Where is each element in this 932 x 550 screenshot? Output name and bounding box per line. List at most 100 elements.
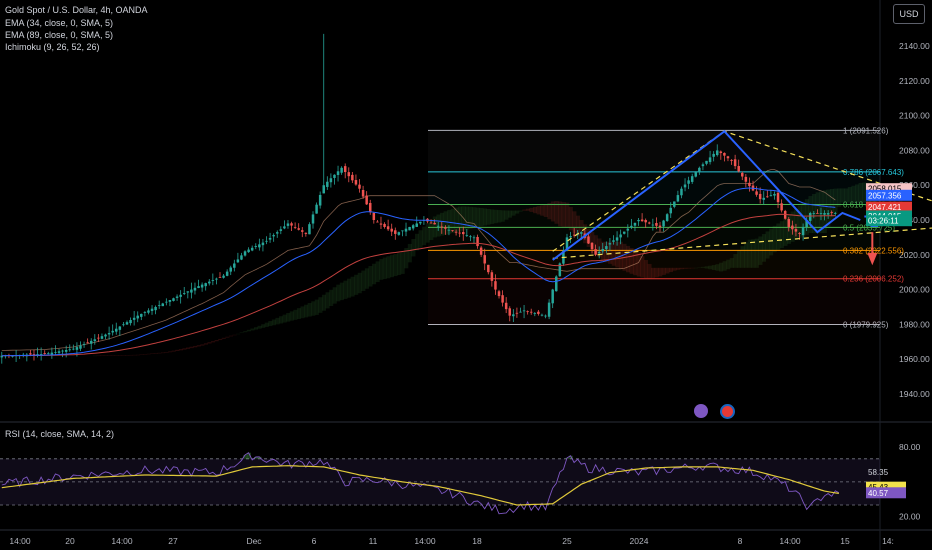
cloud-segment xyxy=(661,267,666,275)
cloud-segment xyxy=(772,225,777,253)
cloud-segment xyxy=(143,354,148,355)
candle-body xyxy=(304,232,308,234)
candle-body xyxy=(419,221,422,224)
cloud-segment xyxy=(414,233,420,251)
candle-body xyxy=(150,308,154,311)
event-icon-lightning[interactable] xyxy=(694,404,708,418)
cloud-segment xyxy=(103,355,108,356)
candle-body xyxy=(454,231,458,233)
candle-body xyxy=(86,342,89,344)
candle-body xyxy=(494,281,497,290)
candle-body xyxy=(565,237,569,251)
cloud-segment xyxy=(400,251,405,274)
cloud-segment xyxy=(368,266,373,287)
x-tick-label: 14: xyxy=(882,536,894,546)
cloud-segment xyxy=(203,343,208,345)
candle-body xyxy=(723,152,726,156)
candle-body xyxy=(504,302,508,310)
candle-body xyxy=(115,328,118,332)
cloud-segment xyxy=(482,208,488,226)
cloud-segment xyxy=(361,270,366,291)
cloud-segment xyxy=(411,238,416,257)
candle-body xyxy=(225,271,229,276)
candle-body xyxy=(451,230,454,232)
cloud-segment xyxy=(407,243,412,263)
cloud-segment xyxy=(701,266,706,268)
cloud-segment xyxy=(379,259,384,280)
candle-body xyxy=(301,230,304,232)
cloud-segment xyxy=(672,267,677,271)
candle-body xyxy=(315,204,318,214)
cloud-segment xyxy=(851,185,856,203)
candle-body xyxy=(265,240,268,242)
candle-body xyxy=(43,353,46,354)
event-icon-us-flag[interactable] xyxy=(720,404,735,419)
cloud-segment xyxy=(393,253,398,277)
candle-body xyxy=(168,300,172,302)
candle-body xyxy=(669,207,672,214)
cloud-segment xyxy=(236,333,241,335)
ema34-line xyxy=(1,187,836,357)
cloud-segment xyxy=(533,206,538,214)
candle-body xyxy=(658,225,662,227)
candle-body xyxy=(236,259,240,263)
currency-selector[interactable]: USD xyxy=(893,4,925,24)
candle-body xyxy=(372,212,376,220)
cloud-segment xyxy=(397,252,402,275)
x-tick-label: 14:00 xyxy=(9,536,31,546)
cloud-segment xyxy=(418,230,423,248)
fibonacci-retracement: 1 (2091.526)0.786 (2067.643)0.618 (2048.… xyxy=(428,126,904,329)
candle-body xyxy=(107,333,111,335)
candle-body xyxy=(222,275,225,278)
candle-body xyxy=(390,228,393,232)
y-tick-label: 1940.00 xyxy=(899,389,930,399)
wedge-lower-line xyxy=(552,227,932,259)
cloud-segment xyxy=(608,241,613,264)
candle-body xyxy=(233,263,236,268)
candle-body xyxy=(254,246,258,247)
cloud-segment xyxy=(840,188,845,203)
candle-body xyxy=(376,221,379,223)
y-tick-label: 2120.00 xyxy=(899,76,930,86)
candle-body xyxy=(558,263,562,277)
candle-body xyxy=(537,311,540,314)
cloud-segment xyxy=(783,217,788,246)
cloud-segment xyxy=(135,354,141,356)
candle-body xyxy=(458,232,461,234)
cloud-segment xyxy=(228,335,234,337)
cloud-segment xyxy=(218,338,223,341)
candle-body xyxy=(630,225,633,228)
cloud-segment xyxy=(375,261,380,283)
candle-body xyxy=(758,193,762,200)
cloud-segment xyxy=(704,266,709,269)
rsi-overbought-fill xyxy=(246,452,251,459)
candle-body xyxy=(186,291,190,293)
cloud-segment xyxy=(186,347,191,349)
cloud-segment xyxy=(643,260,648,279)
candle-body xyxy=(733,159,737,167)
candle-body xyxy=(57,351,61,353)
cloud-segment xyxy=(468,206,473,229)
candle-body xyxy=(429,222,433,224)
cloud-segment xyxy=(676,267,681,270)
cloud-segment xyxy=(425,223,430,243)
candle-body xyxy=(680,188,683,196)
y-tick-label: 1980.00 xyxy=(899,319,930,329)
candle-body xyxy=(272,235,275,237)
rsi-overbought-fill xyxy=(243,455,248,459)
candle-body xyxy=(597,251,601,254)
y-tick-label: 2080.00 xyxy=(899,145,930,155)
cloud-segment xyxy=(515,210,520,214)
cloud-segment xyxy=(719,262,724,272)
candle-body xyxy=(465,235,469,237)
candle-body xyxy=(190,289,193,293)
cloud-segment xyxy=(110,355,115,356)
candle-body xyxy=(798,233,801,234)
cloud-segment xyxy=(858,182,863,203)
candle-body xyxy=(386,226,390,230)
x-tick-label: 11 xyxy=(369,536,378,546)
candle-body xyxy=(401,230,404,232)
cloud-segment xyxy=(443,211,448,235)
